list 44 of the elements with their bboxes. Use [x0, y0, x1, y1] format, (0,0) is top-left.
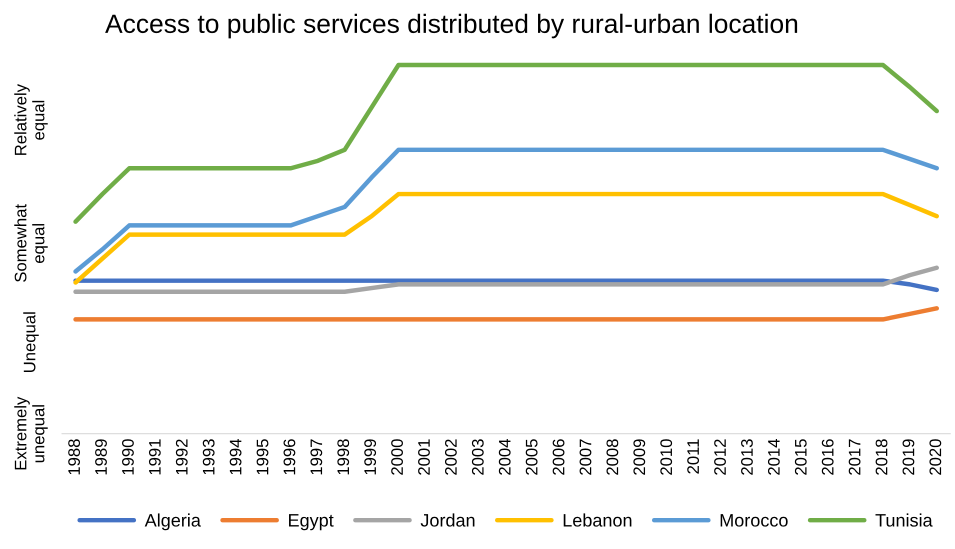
x-tick-label: 1992 — [176, 439, 188, 474]
x-tick-label: 2006 — [552, 439, 564, 475]
legend-label: Algeria — [144, 513, 201, 530]
x-tick-label: 1995 — [256, 439, 268, 474]
x-tick-label: 2014 — [768, 439, 780, 475]
legend-label: Egypt — [289, 514, 334, 530]
text: Somewhat equal — [14, 204, 48, 282]
chart-title: Access to public services distributed by rural-urban location — [105, 14, 798, 38]
x-tick-label: 2005 — [526, 439, 538, 475]
x-tick-label: 2008 — [606, 439, 618, 475]
x-tick-label: 2015 — [794, 439, 807, 475]
x-tick-label: 1990 — [122, 439, 134, 474]
x-tick-label: 2000 — [391, 439, 403, 475]
x-tick-label: 2001 — [418, 439, 430, 475]
x-tick-label: 2003 — [472, 439, 484, 475]
text: Relatively equal — [14, 84, 48, 155]
x-tick-label: 2016 — [822, 439, 834, 475]
legend-label: Jordan — [420, 513, 474, 527]
text: Extremely unequal — [14, 396, 48, 470]
x-tick-label: 2020 — [929, 439, 942, 475]
x-tick-label: 2018 — [876, 439, 888, 475]
legend-label: Lebanon — [564, 513, 632, 527]
x-tick-label: 1994 — [230, 439, 242, 474]
x-tick-label: 2011 — [687, 439, 700, 474]
x-tick-label: 1999 — [364, 439, 376, 474]
x-tick-label: 2004 — [498, 439, 511, 475]
x-tick-label: 2017 — [848, 439, 860, 475]
x-tick-label: 2002 — [444, 439, 457, 475]
legend-label: Tunisia — [876, 513, 933, 527]
x-tick-label: 2012 — [714, 439, 726, 475]
x-tick-label: 1997 — [310, 439, 322, 474]
x-tick-label: 2010 — [660, 439, 672, 475]
legend-label: Morocco — [720, 514, 788, 527]
x-tick-label: 1996 — [284, 439, 296, 474]
x-tick-label: 1993 — [202, 439, 215, 474]
x-tick-label: 1989 — [95, 439, 107, 474]
x-tick-label: 2007 — [580, 439, 592, 475]
x-tick-label: 2019 — [902, 439, 914, 475]
x-tick-label: 1988 — [68, 439, 80, 474]
text: Unequal — [23, 312, 39, 372]
x-tick-label: 1991 — [148, 439, 161, 474]
x-tick-label: 2009 — [633, 439, 646, 475]
x-tick-label: 2013 — [741, 439, 753, 475]
x-tick-label: 1998 — [337, 439, 350, 474]
